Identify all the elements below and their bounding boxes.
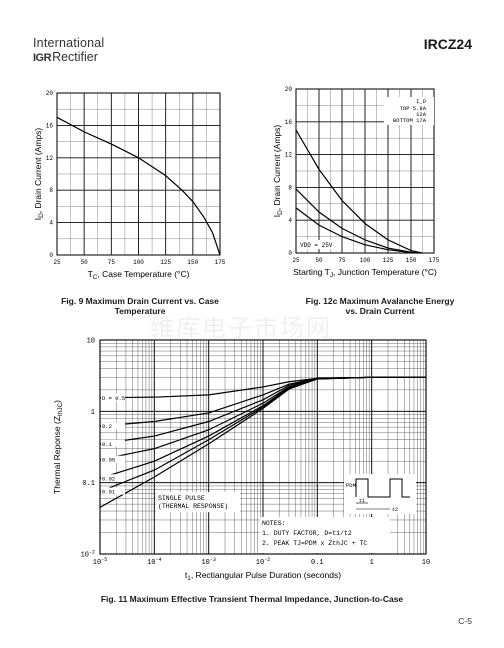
fig12c-plot-series-line-2 (295, 207, 419, 254)
fig11-y-tick-label: 10 (87, 338, 95, 346)
ior-logo-mark: IGR (33, 52, 52, 64)
fig12c-legend-header: I_D (416, 98, 427, 105)
page-number: C-5 (458, 616, 472, 626)
fig11-note-line: 2. PEAK TJ=PDM x ZthJC + TC (262, 540, 367, 547)
fig11-series-label-bg (101, 487, 125, 495)
fig11-x-tick-label: 10-2 (256, 557, 270, 567)
fig11-note-line: NOTES: (262, 520, 285, 527)
fig12c-caption: Fig. 12c Maximum Avalanche Energy vs. Dr… (280, 296, 480, 316)
fig9-plot-x-tick-label: 125 (160, 259, 171, 266)
fig11-series-label: 0.01 (102, 489, 116, 496)
fig11-series-6 (99, 376, 426, 508)
fig9-plot-x-tick-label: 100 (133, 259, 144, 266)
fig11-x-tick-label: 10 (422, 559, 430, 567)
fig11-x-tick-label: 10-3 (201, 557, 215, 567)
fig9-plot-x-tick-label: 50 (81, 259, 89, 266)
company-name-line1: International (33, 36, 105, 50)
fig11-series-label: D = 0.5 (102, 395, 125, 402)
fig12c-plot-y-tick-label: 16 (285, 119, 293, 126)
fig9-plot-y-axis-label: ID, Drain Current (Amps) (33, 128, 45, 221)
fig11-note-line: 1. DUTY FACTOR, D=t1/t2 (262, 530, 352, 537)
fig12c-plot-x-tick-label: 150 (406, 257, 417, 264)
fig12c-vdd-annotation: VDD = 25V (300, 242, 333, 249)
fig12c-annotation-bg (298, 240, 332, 249)
fig12c-plot-y-axis-label: ID, Drain Current (Amps) (272, 125, 284, 218)
fig12c-caption-line2: vs. Drain Current (345, 306, 415, 316)
fig11-x-axis-label: t1, Rectiangular Pulse Duration (seconds… (185, 570, 341, 582)
fig9-plot-x-tick-label: 175 (215, 259, 226, 266)
fig11-series-label: 0.2 (102, 423, 112, 430)
fig11-series-label: 0.02 (102, 475, 115, 482)
fig11-notes-bg (260, 517, 390, 553)
fig12c-plot-x-tick-label: 125 (383, 257, 394, 264)
fig11-frame (99, 339, 427, 555)
fig9-plot-y-tick-label: 0 (49, 252, 53, 259)
fig11-y-tick-label: 0.1 (82, 480, 95, 488)
fig11-series-label: 0.1 (102, 441, 113, 448)
fig11-chart: 10-5 10-4 10-3 10-2 0.1 1 10 10-2 0.1 1 10 D = 0.5 0… (52, 338, 430, 583)
fig9-plot-frame (56, 92, 221, 256)
fig9-plot-x-tick-label: 75 (108, 259, 116, 266)
fig9-caption-line2: Temperature (114, 306, 166, 316)
fig12c-plot-x-axis-label: Starting TJ, Junction Temperature (°C) (293, 267, 437, 279)
part-number: IRCZ24 (423, 36, 472, 52)
fig12c-plot-x-tick-label: 50 (315, 257, 323, 264)
fig9-chart: 25 50 75 100 125 150 175 0 4 8 12 16 20 TC, Case Temp… (33, 90, 226, 281)
watermark: 维库电子市场网 (150, 314, 332, 342)
fig12c-chart: 25 50 75 100 125 150 175 0 4 8 12 16 20 Starting TJ, … (272, 86, 440, 279)
company-name-rectifier: Rectifier (52, 50, 98, 64)
fig9-plot-y-tick-label: 12 (46, 155, 54, 162)
fig11-pulse-waveform (355, 478, 410, 498)
fig9-plot-x-tick-label: 25 (53, 259, 61, 266)
fig9-plot-x-axis-label: TC, Case Temperature (°C) (88, 269, 190, 281)
fig12c-legend-bg (384, 97, 434, 125)
fig11-x-tick-label: 1 (370, 559, 374, 567)
fig11-y-axis-label: Thermal Reponse (ZthJC) (52, 400, 64, 494)
fig12c-plot-y-tick-label: 20 (285, 86, 293, 93)
fig11-x-tick-label: 10-4 (147, 557, 161, 567)
fig11-series-label-bg (101, 455, 125, 463)
fig11-inset-t1-label: t1 (359, 498, 365, 504)
fig9-plot-x-tick-label: 150 (187, 259, 198, 266)
fig11-series-label-bg (101, 393, 125, 401)
company-name-line2: IGRRectifier (33, 50, 98, 64)
fig12c-plot-y-tick-label: 8 (288, 184, 292, 191)
fig11-series-label-bg (101, 474, 125, 482)
fig12c-plot-series-line-0 (295, 129, 423, 254)
fig11-inset-t2-label: t2 (392, 507, 398, 513)
fig12c-plot-frame (295, 88, 435, 254)
fig9-plot-y-tick-label: 4 (49, 220, 53, 227)
fig12c-plot-x-tick-label: 25 (292, 257, 300, 264)
fig11-x-tick-label: 0.1 (311, 559, 324, 567)
fig9-plot-y-tick-label: 20 (46, 90, 54, 97)
fig9-plot-y-tick-label: 8 (49, 187, 53, 194)
fig12c-legend-row: BOTTOM 17A (393, 117, 427, 124)
fig9-caption: Fig. 9 Maximum Drain Current vs. Case Te… (40, 296, 240, 316)
fig12c-plot-x-tick-label: 175 (429, 257, 440, 264)
fig11-y-tick-label: 1 (91, 409, 95, 417)
fig11-x-tick-label: 10-5 (93, 557, 107, 567)
fig11-inset-pdm-label: PDM (346, 482, 356, 489)
fig12c-legend-row: 12A (416, 111, 427, 118)
fig12c-legend-row: TOP 5.8A (400, 105, 427, 112)
fig11-single-pulse-label: (THERMAL RESPONSE) (158, 503, 228, 510)
fig12c-plot-x-tick-label: 75 (338, 257, 346, 264)
fig11-inset-bg (344, 474, 416, 514)
fig11-single-pulse-bg (156, 492, 240, 513)
fig11-series-label-bg (101, 439, 125, 447)
fig12c-plot-y-tick-label: 4 (288, 217, 292, 224)
fig11-caption: Fig. 11 Maximum Effective Transient Ther… (100, 594, 404, 604)
fig11-y-tick-label: 10-2 (81, 550, 95, 560)
fig12c-plot-y-tick-label: 0 (288, 250, 292, 257)
fig12c-plot-x-tick-label: 100 (360, 257, 371, 264)
fig9-plot-series-line-0 (56, 116, 221, 256)
fig11-series-label: 0.05 (102, 457, 115, 464)
fig11-single-pulse-label: SINGLE PULSE (158, 495, 205, 502)
fig9-plot-y-tick-label: 16 (46, 122, 54, 129)
fig9-caption-line1: Fig. 9 Maximum Drain Current vs. Case (61, 296, 219, 306)
fig12c-plot-y-tick-label: 12 (285, 152, 293, 159)
fig12c-caption-line1: Fig. 12c Maximum Avalanche Energy (305, 296, 455, 306)
fig11-series-label-bg (101, 422, 125, 430)
